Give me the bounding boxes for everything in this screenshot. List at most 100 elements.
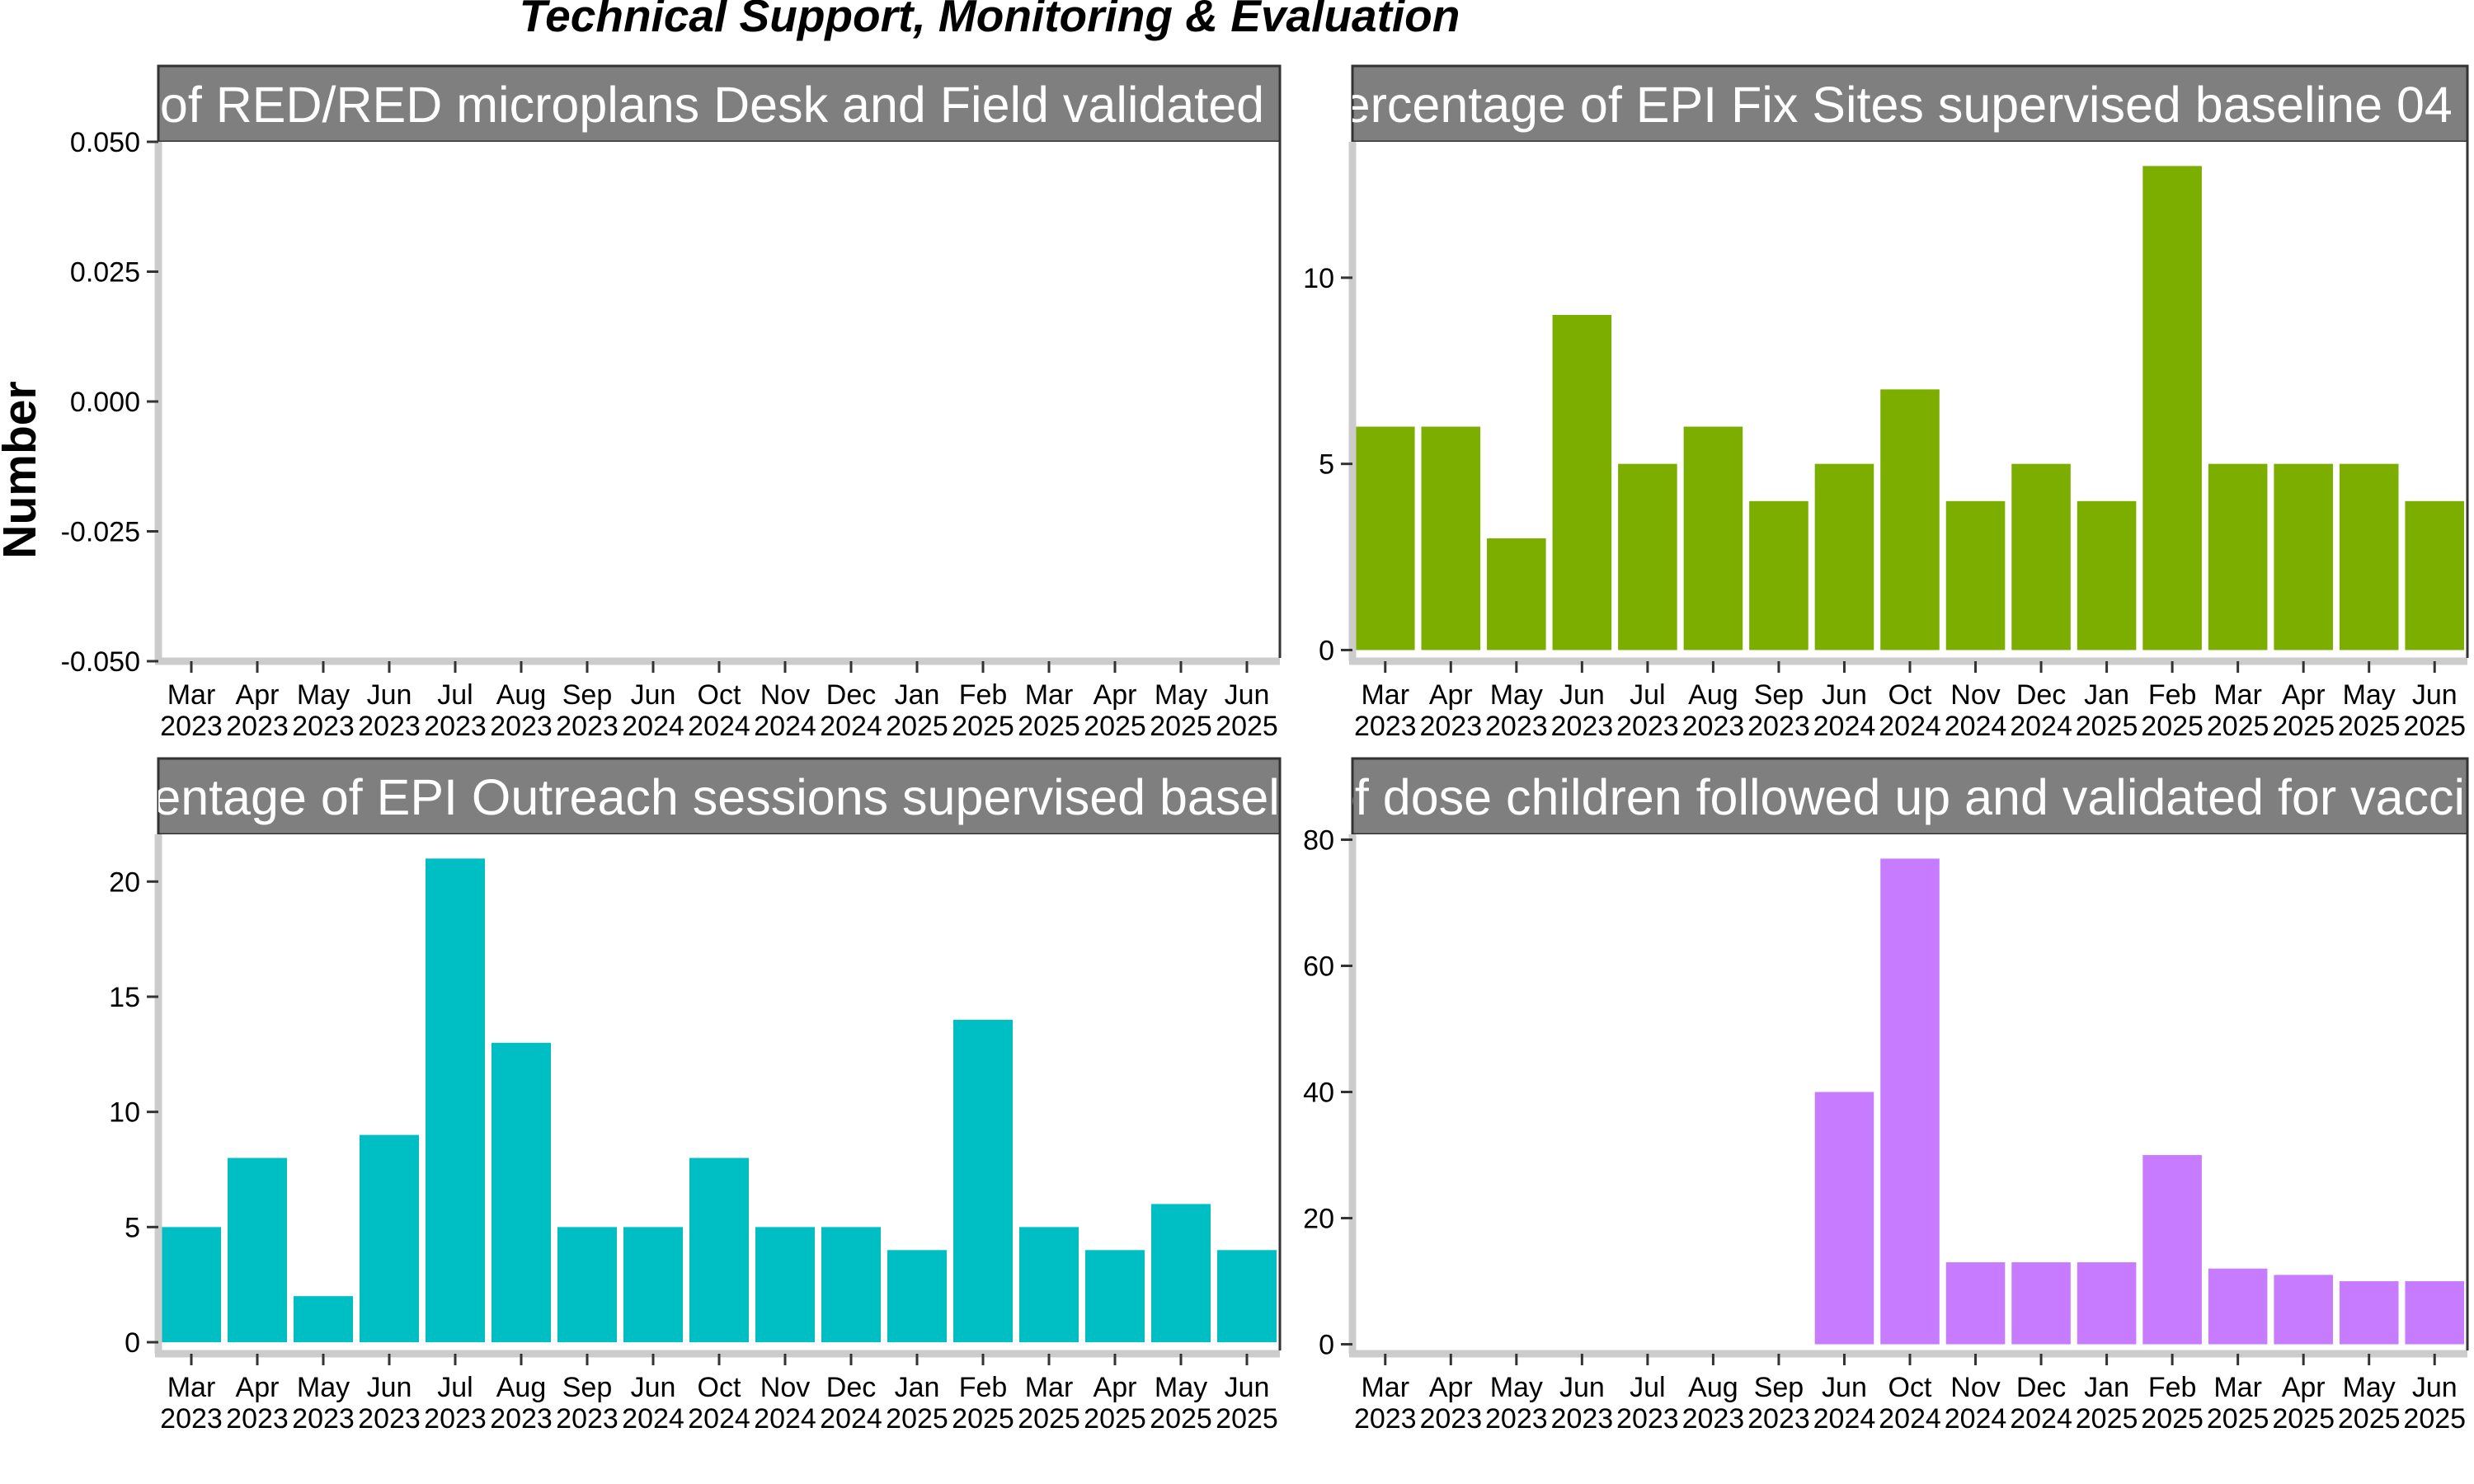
x-tick-label-month: Nov [760, 1372, 810, 1403]
x-tick-label-year: 2025 [2141, 711, 2204, 742]
x-tick-label-month: Jun [631, 1372, 676, 1403]
x-tick-label-month: Dec [2016, 679, 2066, 711]
figure-title: Technical Support, Monitoring & Evaluati… [520, 0, 1460, 41]
bar-dec-2024 [2011, 1262, 2071, 1345]
bar-aug-2023 [492, 1042, 551, 1343]
bar-apr-2025 [2274, 463, 2333, 650]
y-tick-label: 0 [1319, 635, 1334, 666]
y-tick-label: 5 [125, 1212, 140, 1243]
x-tick-label-month: Mar [1025, 1372, 1074, 1403]
x-tick-label-month: Dec [826, 679, 876, 711]
x-tick-label-year: 2025 [2207, 1403, 2269, 1435]
bar-sep-2023 [1749, 500, 1808, 650]
x-tick-label-year: 2023 [1682, 711, 1745, 742]
bar-aug-2023 [1683, 426, 1743, 650]
bar-mar-2025 [2208, 463, 2268, 650]
x-tick-label-month: Mar [1025, 679, 1074, 711]
x-tick-label-month: May [2343, 1372, 2396, 1403]
x-tick-label-month: Jun [1822, 1372, 1867, 1403]
bar-jun-2025 [1217, 1250, 1277, 1343]
y-tick-label: 10 [109, 1097, 140, 1129]
x-tick-label-month: Oct [698, 1372, 741, 1403]
x-tick-label-year: 2025 [952, 1403, 1014, 1435]
x-tick-label-year: 2023 [1419, 1403, 1482, 1435]
x-tick-label-month: Apr [236, 1372, 280, 1403]
bar-feb-2025 [2142, 166, 2202, 650]
x-tick-label-month: Jan [895, 679, 940, 711]
x-tick-label-month: May [1155, 1372, 1207, 1403]
y-tick-label: 10 [1303, 263, 1334, 294]
x-tick-label-month: Dec [2016, 1372, 2066, 1403]
x-tick-label-year: 2023 [358, 1403, 421, 1435]
x-tick-label-month: Aug [496, 1372, 547, 1403]
y-tick-label: 0.000 [70, 387, 140, 418]
bar-mar-2023 [1355, 426, 1415, 650]
bar-may-2023 [1487, 538, 1546, 650]
x-tick-label-month: May [1490, 679, 1543, 711]
bar-mar-2025 [1019, 1227, 1079, 1343]
panel-strip [157, 64, 1282, 143]
y-tick-label: 80 [1303, 825, 1334, 857]
x-tick-label-month: May [297, 679, 350, 711]
x-tick-label-month: Jul [437, 1372, 473, 1403]
bar-feb-2025 [953, 1019, 1013, 1343]
x-tick-label-year: 2023 [160, 711, 223, 742]
x-tick-label-year: 2023 [556, 711, 618, 742]
x-tick-label-month: Apr [236, 679, 280, 711]
x-tick-label-month: Dec [826, 1372, 876, 1403]
x-tick-label-year: 2024 [820, 1403, 882, 1435]
x-tick-label-year: 2023 [1354, 1403, 1417, 1435]
x-tick-label-month: Jul [1630, 1372, 1665, 1403]
x-tick-label-year: 2023 [1682, 1403, 1745, 1435]
x-tick-label-month: Jun [1822, 679, 1867, 711]
x-tick-label-year: 2025 [2076, 711, 2138, 742]
x-tick-label-year: 2023 [160, 1403, 223, 1435]
panel-title: # of dose children followed up and valid… [1285, 769, 2474, 825]
x-tick-label-year: 2025 [886, 711, 948, 742]
x-tick-label-year: 2025 [1018, 1403, 1080, 1435]
x-tick-label-month: Mar [1361, 679, 1409, 711]
x-tick-label-month: Jun [631, 679, 676, 711]
panel-4: # of dose children followed up and valid… [1285, 757, 2474, 1435]
x-tick-label-month: Jun [367, 679, 412, 711]
x-tick-label-month: Feb [2148, 679, 2197, 711]
bar-jun-2023 [360, 1134, 419, 1343]
x-tick-label-year: 2023 [226, 711, 289, 742]
x-tick-label-month: Mar [167, 1372, 216, 1403]
panel-title: Percentage of EPI Outreach sessions supe… [49, 769, 1389, 825]
x-tick-label-year: 2024 [820, 711, 882, 742]
x-tick-label-month: Nov [1950, 679, 2000, 711]
panel-2: Percentage of EPI Fix Sites supervised b… [1303, 64, 2469, 742]
x-tick-label-year: 2023 [358, 711, 421, 742]
x-tick-label-month: Mar [2213, 1372, 2262, 1403]
panel-1: # of RED/RED microplans Desk and Field v… [61, 64, 1320, 742]
x-tick-label-month: Feb [959, 1372, 1008, 1403]
bar-jan-2025 [2077, 1262, 2137, 1345]
x-tick-label-year: 2023 [226, 1403, 289, 1435]
x-tick-label-month: Apr [1094, 679, 1137, 711]
x-tick-label-month: Jun [1225, 679, 1270, 711]
bar-nov-2024 [755, 1227, 815, 1343]
x-tick-label-month: Feb [959, 679, 1008, 711]
bar-may-2025 [1151, 1204, 1211, 1343]
x-tick-label-year: 2023 [1485, 1403, 1548, 1435]
x-tick-label-year: 2025 [2207, 711, 2269, 742]
y-tick-label: 20 [109, 866, 140, 898]
panel-title: # of RED/RED microplans Desk and Field v… [118, 77, 1320, 133]
x-tick-label-month: Jan [895, 1372, 940, 1403]
x-tick-label-month: Apr [2282, 679, 2326, 711]
y-tick-label: 15 [109, 982, 140, 1013]
y-tick-label: 20 [1303, 1204, 1334, 1235]
x-tick-label-year: 2023 [490, 711, 553, 742]
x-tick-label-year: 2023 [1551, 1403, 1614, 1435]
x-tick-label-month: Jul [1630, 679, 1665, 711]
y-tick-label: 40 [1303, 1078, 1334, 1109]
x-tick-label-month: Apr [1429, 1372, 1473, 1403]
x-tick-label-year: 2024 [622, 1403, 684, 1435]
x-tick-label-month: Sep [562, 679, 613, 711]
bar-jan-2025 [2077, 500, 2137, 650]
x-tick-label-year: 2023 [490, 1403, 553, 1435]
x-tick-label-month: Aug [1688, 1372, 1738, 1403]
x-tick-label-year: 2023 [1747, 1403, 1810, 1435]
